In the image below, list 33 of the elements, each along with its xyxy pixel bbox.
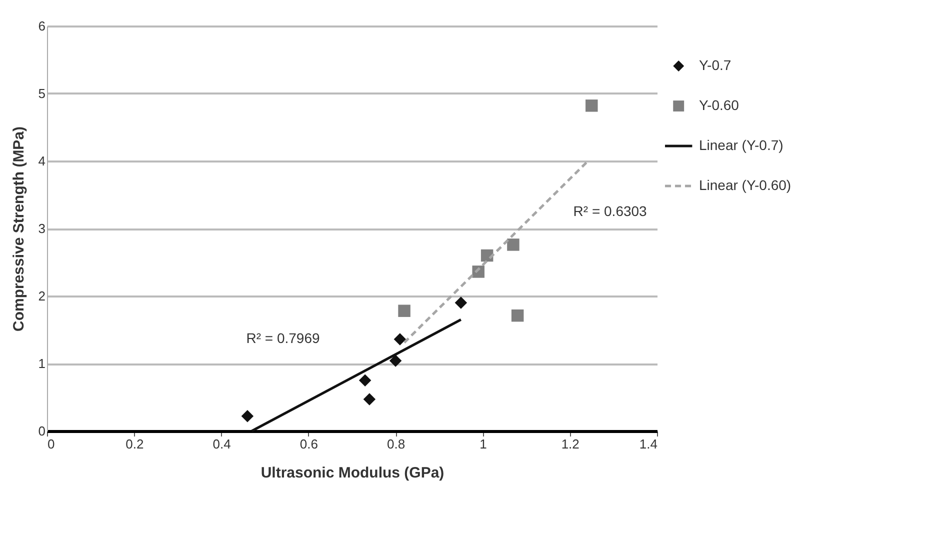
y-axis-title: Compressive Strength (MPa) (10, 126, 28, 332)
y-tick-label: 5 (38, 86, 46, 101)
y-tick-label: 4 (38, 154, 46, 168)
point (398, 304, 410, 317)
point (454, 296, 468, 309)
legend-label: Linear (Y-0.60) (699, 177, 792, 193)
y-tick-label: 3 (38, 221, 46, 236)
point (507, 238, 520, 251)
x-axis-title: Ultrasonic Modulus (GPa) (260, 464, 444, 482)
point (511, 309, 524, 322)
x-tick-label: 0.8 (387, 436, 406, 452)
legend-label: Y-0.60 (699, 97, 740, 113)
y-tick-label: 2 (38, 288, 46, 304)
x-tick-label: 1 (480, 436, 487, 452)
point (363, 393, 376, 406)
legend-label: Y-0.7 (699, 57, 732, 73)
point (358, 374, 372, 386)
y-tick-label: 0 (38, 424, 46, 438)
legend-label: Linear (Y-0.7) (699, 137, 784, 153)
x-tick-label: 0.6 (300, 436, 318, 452)
point (394, 333, 406, 346)
annotation: R² = 0.7969 (246, 330, 320, 346)
x-tick-label: 1.2 (561, 436, 580, 452)
y-tick-label: 6 (38, 18, 46, 34)
point (241, 410, 254, 422)
point (586, 100, 598, 112)
point (389, 354, 402, 367)
x-tick-label: 0.4 (212, 436, 231, 452)
x-tick-label: 0 (48, 436, 55, 452)
x-tick-label: 1.4 (639, 436, 658, 452)
annotation: R² = 0.6303 (573, 203, 648, 220)
x-tick-label: 0.2 (126, 436, 144, 452)
y-tick-label: 1 (38, 356, 46, 371)
